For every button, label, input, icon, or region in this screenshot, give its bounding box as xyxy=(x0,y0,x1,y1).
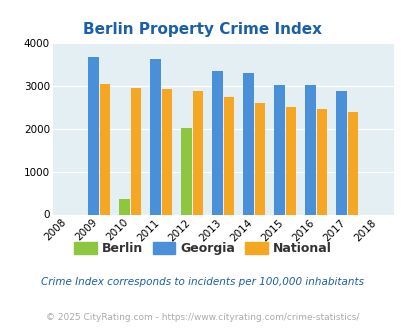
Bar xyxy=(285,107,296,214)
Bar xyxy=(223,96,234,214)
Bar xyxy=(88,57,99,215)
Legend: Berlin, Georgia, National: Berlin, Georgia, National xyxy=(69,237,336,260)
Bar xyxy=(305,85,315,214)
Bar xyxy=(99,84,110,214)
Bar xyxy=(335,91,346,214)
Bar xyxy=(254,103,265,214)
Bar xyxy=(243,73,254,215)
Bar xyxy=(181,128,192,214)
Text: © 2025 CityRating.com - https://www.cityrating.com/crime-statistics/: © 2025 CityRating.com - https://www.city… xyxy=(46,313,359,322)
Bar xyxy=(192,91,203,214)
Text: Berlin Property Crime Index: Berlin Property Crime Index xyxy=(83,22,322,37)
Bar xyxy=(119,199,130,214)
Bar xyxy=(316,109,327,214)
Bar xyxy=(212,71,222,215)
Bar xyxy=(161,89,172,214)
Bar xyxy=(130,87,141,214)
Text: Crime Index corresponds to incidents per 100,000 inhabitants: Crime Index corresponds to incidents per… xyxy=(41,278,364,287)
Bar xyxy=(150,59,161,214)
Bar xyxy=(273,85,284,214)
Bar xyxy=(347,113,358,214)
